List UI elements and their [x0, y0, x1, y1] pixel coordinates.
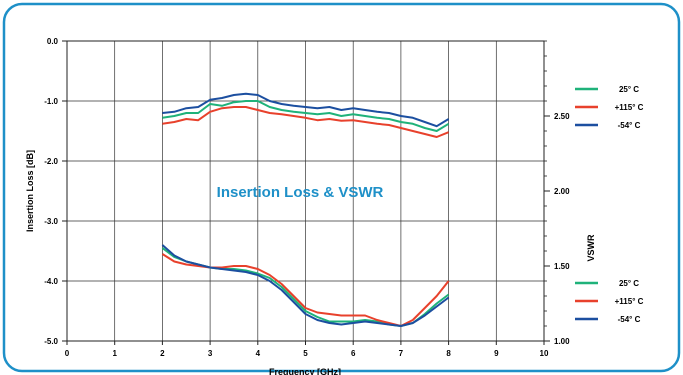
legend-label: -54° C — [618, 121, 641, 130]
x-tick-label: 6 — [351, 349, 356, 358]
x-tick-label: 9 — [494, 349, 499, 358]
x-tick-label: 3 — [208, 349, 213, 358]
x-tick-label: 5 — [303, 349, 308, 358]
y-right-tick-label: 1.50 — [554, 262, 570, 271]
y-left-tick-label: -1.0 — [44, 97, 58, 106]
y-right-tick-label: 1.00 — [554, 337, 570, 346]
ticks: 0 1 2 3 4 5 6 7 8 9 10 0.0 -1.0 -2.0 -3.0 -4.0 -5.0 2.50 2… — [44, 37, 570, 358]
insertion-loss-series — [162, 92, 450, 138]
legend-label: 25° C — [619, 85, 639, 94]
legend-label: +115° C — [615, 297, 644, 306]
x-tick-label: 2 — [160, 349, 165, 358]
plot-border — [66, 40, 545, 342]
y-axis-left-label: Insertion Loss [dB] — [25, 150, 35, 232]
x-tick-label: 0 — [65, 349, 70, 358]
y-left-tick-label: -4.0 — [44, 277, 58, 286]
chart-title: Insertion Loss & VSWR — [217, 184, 384, 201]
x-tick-label: 8 — [446, 349, 451, 358]
x-tick-label: 7 — [399, 349, 404, 358]
insertion-loss-line-25 — [162, 100, 450, 132]
y-left-tick-label: -3.0 — [44, 217, 58, 226]
y-right-tick-label: 2.50 — [554, 112, 570, 121]
x-tick-label: 4 — [256, 349, 261, 358]
legend-vswr: 25° C +115° C -54° C — [575, 279, 644, 324]
y-right-tick-label: 2.00 — [554, 187, 570, 196]
vswr-series — [161, 244, 450, 327]
y-left-tick-label: -2.0 — [44, 157, 58, 166]
legend-label: +115° C — [615, 103, 644, 112]
y-axis-right-label: VSWR — [586, 234, 596, 262]
y-left-tick-label: -5.0 — [44, 337, 58, 346]
insertion-loss-line-115 — [162, 106, 449, 138]
legend-label: 25° C — [619, 279, 639, 288]
legend-insertion-loss: 25° C +115° C -54° C — [575, 85, 644, 130]
insertion-loss-line-minus54 — [162, 92, 450, 128]
x-tick-label: 10 — [540, 349, 549, 358]
grid — [67, 41, 544, 341]
x-tick-label: 1 — [112, 349, 117, 358]
legend-label: -54° C — [618, 315, 641, 324]
x-axis-label: Frequency [GHz] — [269, 367, 341, 375]
vswr-line-minus54 — [161, 244, 450, 327]
y-left-tick-label: 0.0 — [47, 37, 59, 46]
